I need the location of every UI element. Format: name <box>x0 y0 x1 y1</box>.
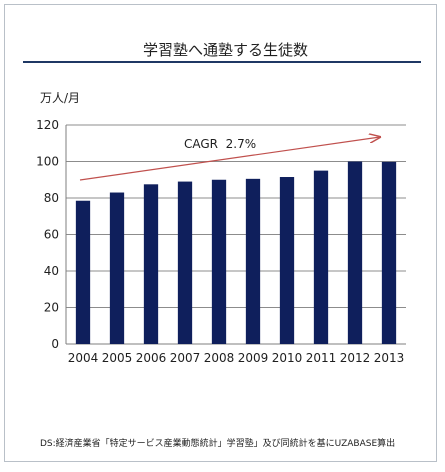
y-tick-label: 40 <box>44 264 59 278</box>
cagr-trend-arrow <box>79 137 380 181</box>
y-tick-label: 100 <box>36 155 59 169</box>
x-tick-label: 2011 <box>306 351 337 365</box>
source-note: DS:経済産業省「特定サービス産業動態統計」学習塾」及び同統計を基にUZABAS… <box>40 439 396 449</box>
bar <box>279 177 295 344</box>
x-tick-label: 2010 <box>272 351 303 365</box>
bar <box>211 179 227 344</box>
x-tick-label: 2012 <box>340 351 371 365</box>
x-tick-label: 2006 <box>136 351 167 365</box>
bar <box>177 181 193 344</box>
x-tick-label: 2005 <box>102 351 133 365</box>
bar <box>245 178 261 344</box>
bar <box>143 184 159 344</box>
x-tick-label: 2013 <box>374 351 405 365</box>
bar <box>347 161 363 344</box>
bar <box>109 192 125 344</box>
y-tick-label: 80 <box>44 191 59 205</box>
bar <box>75 200 91 344</box>
y-axis-unit-label: 万人/月 <box>40 91 81 105</box>
cagr-annotation: CAGR 2.7% <box>184 137 256 151</box>
x-tick-label: 2004 <box>68 351 99 365</box>
y-tick-label: 60 <box>44 228 59 242</box>
y-tick-label: 0 <box>51 337 59 351</box>
y-tick-label: 20 <box>44 301 59 315</box>
x-tick-label: 2008 <box>204 351 235 365</box>
title-underline <box>23 61 421 63</box>
y-tick-label: 120 <box>36 118 59 132</box>
bar <box>381 161 397 344</box>
bar <box>313 170 329 344</box>
x-tick-label: 2007 <box>170 351 201 365</box>
chart-title: 学習塾へ通塾する生徒数 <box>142 41 308 59</box>
x-tick-label: 2009 <box>238 351 269 365</box>
